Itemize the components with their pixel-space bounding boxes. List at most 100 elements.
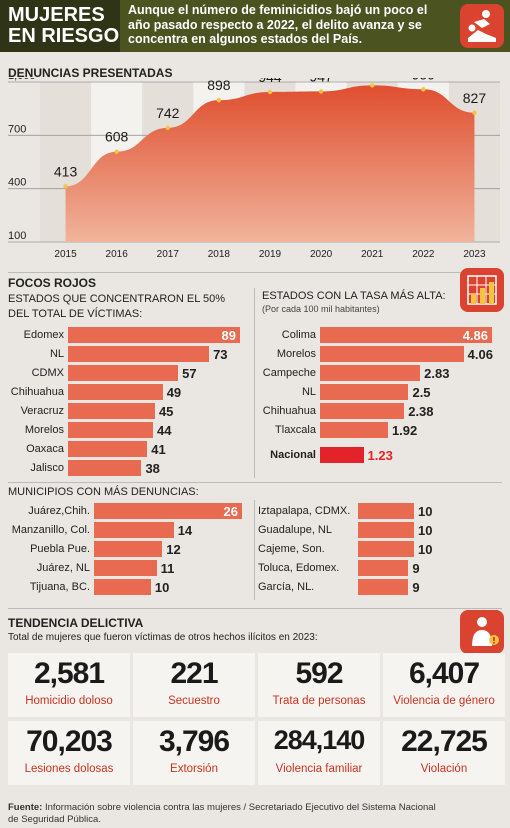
stat-value: 3,796: [158, 725, 230, 758]
data-label: 947: [309, 78, 333, 84]
x-tick-label: 2018: [208, 249, 231, 260]
bar-value-label: 38: [145, 461, 160, 476]
bar-value-label: 10: [418, 523, 433, 538]
data-label: 608: [105, 129, 129, 145]
stat-value: 284,140: [273, 725, 366, 755]
bar-category-label: Iztapalapa, CDMX.: [258, 505, 351, 517]
bar: [320, 346, 464, 362]
y-tick-label: 100: [8, 230, 26, 242]
stat-value: 2,581: [33, 657, 105, 690]
bar-category-label: Chihuahua: [10, 386, 64, 398]
footer-label: Fuente:: [8, 802, 43, 813]
bar-category-label: Puebla Pue.: [30, 543, 90, 555]
data-label: 742: [156, 105, 180, 121]
header-banner: MUJERES EN RIESGO Aunque el número de fe…: [0, 0, 510, 52]
stat-card: 2,581 Homicidio doloso: [8, 653, 130, 717]
bar: [94, 579, 151, 595]
violence-icon: [460, 4, 504, 48]
bar: [358, 579, 409, 595]
bar-value-label: 2.83: [424, 366, 450, 381]
bar-category-label: Edomex: [23, 329, 64, 341]
bar-value-label: 73: [213, 347, 228, 362]
tendencia-title: TENDENCIA DELICTIVA: [8, 616, 144, 630]
footer-source: Fuente: Información sobre violencia cont…: [8, 802, 448, 826]
stat-label: Homicidio doloso: [25, 695, 113, 707]
bar-category-label: Jalisco: [30, 462, 64, 474]
main-title-line2: EN RIESGO: [8, 25, 120, 47]
stat-card: 6,407 Violencia de género: [383, 653, 505, 717]
divider: [8, 608, 502, 609]
bar-value-label: 57: [182, 366, 197, 381]
y-tick-label: 1,000: [8, 78, 36, 82]
bar-category-label: Colima: [281, 329, 316, 341]
bar-value-label: 26: [223, 504, 238, 519]
stat-label: Lesiones dolosas: [24, 763, 114, 775]
bar: [358, 560, 409, 576]
bar-value-label: 41: [151, 442, 166, 457]
bar-value-label: 11: [160, 561, 175, 576]
data-point: [114, 149, 119, 154]
stat-value: 221: [170, 657, 218, 690]
y-tick-label: 700: [8, 123, 26, 135]
bar-category-label: Morelos: [24, 424, 64, 436]
bar-category-label: NL: [301, 386, 316, 398]
bar-value-label: 14: [177, 523, 193, 538]
data-label: 898: [207, 78, 231, 93]
denuncias-area-chart: 1,000 700 400 100 413 2015 608 2016 742 2017 898 20…: [8, 78, 500, 260]
bar-category-label: Tijuana, BC.: [29, 581, 90, 593]
bar: [320, 403, 405, 419]
stat-card: 22,725 Violación: [383, 721, 505, 785]
bar-value-label: 4.86: [462, 328, 488, 343]
bar-value-label: 9: [412, 561, 420, 576]
bar: [94, 560, 157, 576]
main-title: MUJERES EN RIESGO: [0, 0, 120, 52]
bar: [320, 422, 388, 438]
divider: [8, 272, 502, 273]
stat-value: 592: [295, 657, 343, 690]
bar-chart-icon: [460, 268, 504, 312]
stat-card: 3,796 Extorsión: [133, 721, 255, 785]
tendencia-subtitle: Total de mujeres que fueron víctimas de …: [8, 632, 318, 643]
data-point: [165, 125, 170, 131]
woman-alert-icon: [460, 610, 504, 654]
bar: [68, 365, 179, 381]
main-title-line1: MUJERES: [8, 4, 105, 26]
bar-category-label: Morelos: [276, 348, 316, 360]
y-tick-label: 400: [8, 177, 26, 189]
bar: [94, 541, 163, 557]
bar-category-label: Guadalupe, NL: [258, 524, 332, 536]
bar-category-label: García, NL.: [258, 581, 315, 593]
bar-category-label: Cajeme, Son.: [258, 543, 325, 555]
stat-label: Trata de personas: [272, 695, 366, 707]
bar-category-label: Oaxaca: [26, 443, 64, 455]
bar-value-label: 2.38: [408, 404, 434, 419]
bar: [68, 441, 148, 457]
bar-value-label: 10: [154, 580, 170, 595]
stat-value: 22,725: [401, 725, 488, 758]
stat-card: 221 Secuestro: [133, 653, 255, 717]
vertical-divider: [254, 288, 255, 478]
bar-value-label: 10: [418, 542, 433, 557]
x-tick-label: 2015: [54, 249, 77, 260]
bar-value-label: 89: [221, 328, 236, 343]
stat-card: 284,140 Violencia familiar: [258, 721, 380, 785]
bar: [358, 522, 414, 538]
data-label: 827: [463, 90, 487, 106]
bar-value-label: 4.06: [467, 347, 493, 362]
stat-label: Violencia familiar: [275, 763, 363, 775]
bar-value-label: 49: [166, 385, 182, 400]
data-point: [370, 83, 375, 88]
bar-value-label: 2.5: [412, 385, 431, 400]
bar: [320, 384, 409, 400]
bar-category-label: Campeche: [262, 367, 316, 379]
x-tick-label: 2022: [412, 249, 435, 260]
bar: [68, 346, 210, 362]
bar: [94, 522, 174, 538]
bar-value-label: 1.23: [367, 448, 393, 463]
divider: [8, 482, 502, 483]
data-point: [421, 87, 426, 92]
data-label: 413: [54, 163, 78, 179]
stat-label: Violación: [420, 763, 468, 775]
stat-label: Extorsión: [170, 763, 218, 775]
bar-category-label: Nacional: [270, 449, 316, 461]
